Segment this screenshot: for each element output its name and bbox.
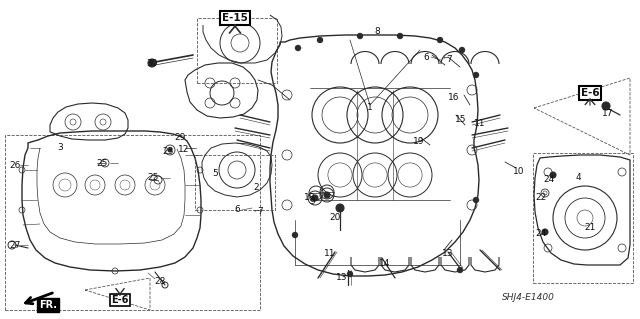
Text: 13: 13 (442, 249, 454, 258)
Text: 5: 5 (212, 168, 218, 177)
Circle shape (602, 102, 610, 110)
Text: 15: 15 (455, 115, 467, 123)
Text: 7: 7 (446, 55, 452, 63)
Text: 3: 3 (57, 144, 63, 152)
Text: 9: 9 (309, 197, 315, 206)
Text: 23: 23 (163, 147, 173, 157)
Circle shape (357, 33, 363, 39)
Text: 1: 1 (367, 103, 373, 113)
Text: 4: 4 (575, 174, 581, 182)
Circle shape (312, 195, 318, 201)
Text: 24: 24 (536, 228, 547, 238)
Circle shape (148, 59, 156, 67)
Text: 11: 11 (474, 120, 486, 129)
Circle shape (347, 271, 353, 277)
Circle shape (473, 72, 479, 78)
Text: 7: 7 (257, 207, 263, 217)
Circle shape (542, 229, 548, 235)
Text: 16: 16 (448, 93, 460, 102)
Text: 26: 26 (10, 160, 20, 169)
Text: 20: 20 (330, 213, 340, 222)
Text: 8: 8 (374, 27, 380, 36)
Text: 6: 6 (234, 205, 240, 214)
Text: E-15: E-15 (222, 13, 248, 23)
Circle shape (168, 148, 172, 152)
Text: 17: 17 (602, 108, 614, 117)
Text: 10: 10 (513, 167, 525, 175)
Text: E-6: E-6 (111, 295, 129, 305)
Circle shape (336, 204, 344, 212)
Text: 21: 21 (584, 224, 596, 233)
Text: ⌐: ⌐ (442, 55, 448, 61)
Circle shape (317, 37, 323, 43)
Text: 19: 19 (413, 137, 425, 145)
Text: FR.: FR. (39, 300, 57, 310)
Text: E-6: E-6 (580, 88, 599, 98)
Text: 2: 2 (253, 183, 259, 192)
Text: ⌐: ⌐ (253, 208, 259, 214)
Circle shape (437, 37, 443, 43)
Text: SHJ4-E1400: SHJ4-E1400 (502, 293, 554, 302)
Text: 18: 18 (304, 192, 316, 202)
Circle shape (473, 197, 479, 203)
Circle shape (324, 192, 330, 198)
Circle shape (397, 33, 403, 39)
Text: 22: 22 (536, 194, 547, 203)
Text: 13: 13 (336, 272, 348, 281)
Bar (533, 153, 633, 283)
Text: 14: 14 (380, 258, 390, 268)
Bar (195, 155, 275, 210)
Circle shape (550, 172, 556, 178)
Text: 11: 11 (324, 249, 336, 258)
Text: 12: 12 (179, 145, 189, 154)
Text: 6: 6 (423, 53, 429, 62)
Text: 27: 27 (10, 241, 20, 249)
Bar (5, 135, 260, 310)
Text: 28: 28 (154, 277, 166, 286)
Text: 25: 25 (96, 159, 108, 167)
Circle shape (459, 47, 465, 53)
Text: 25: 25 (147, 174, 159, 182)
Text: 30: 30 (147, 58, 157, 68)
Circle shape (295, 45, 301, 51)
Text: 29: 29 (174, 133, 186, 143)
Circle shape (292, 232, 298, 238)
Circle shape (457, 267, 463, 273)
Text: 24: 24 (543, 174, 555, 183)
Bar (197, 18, 277, 83)
